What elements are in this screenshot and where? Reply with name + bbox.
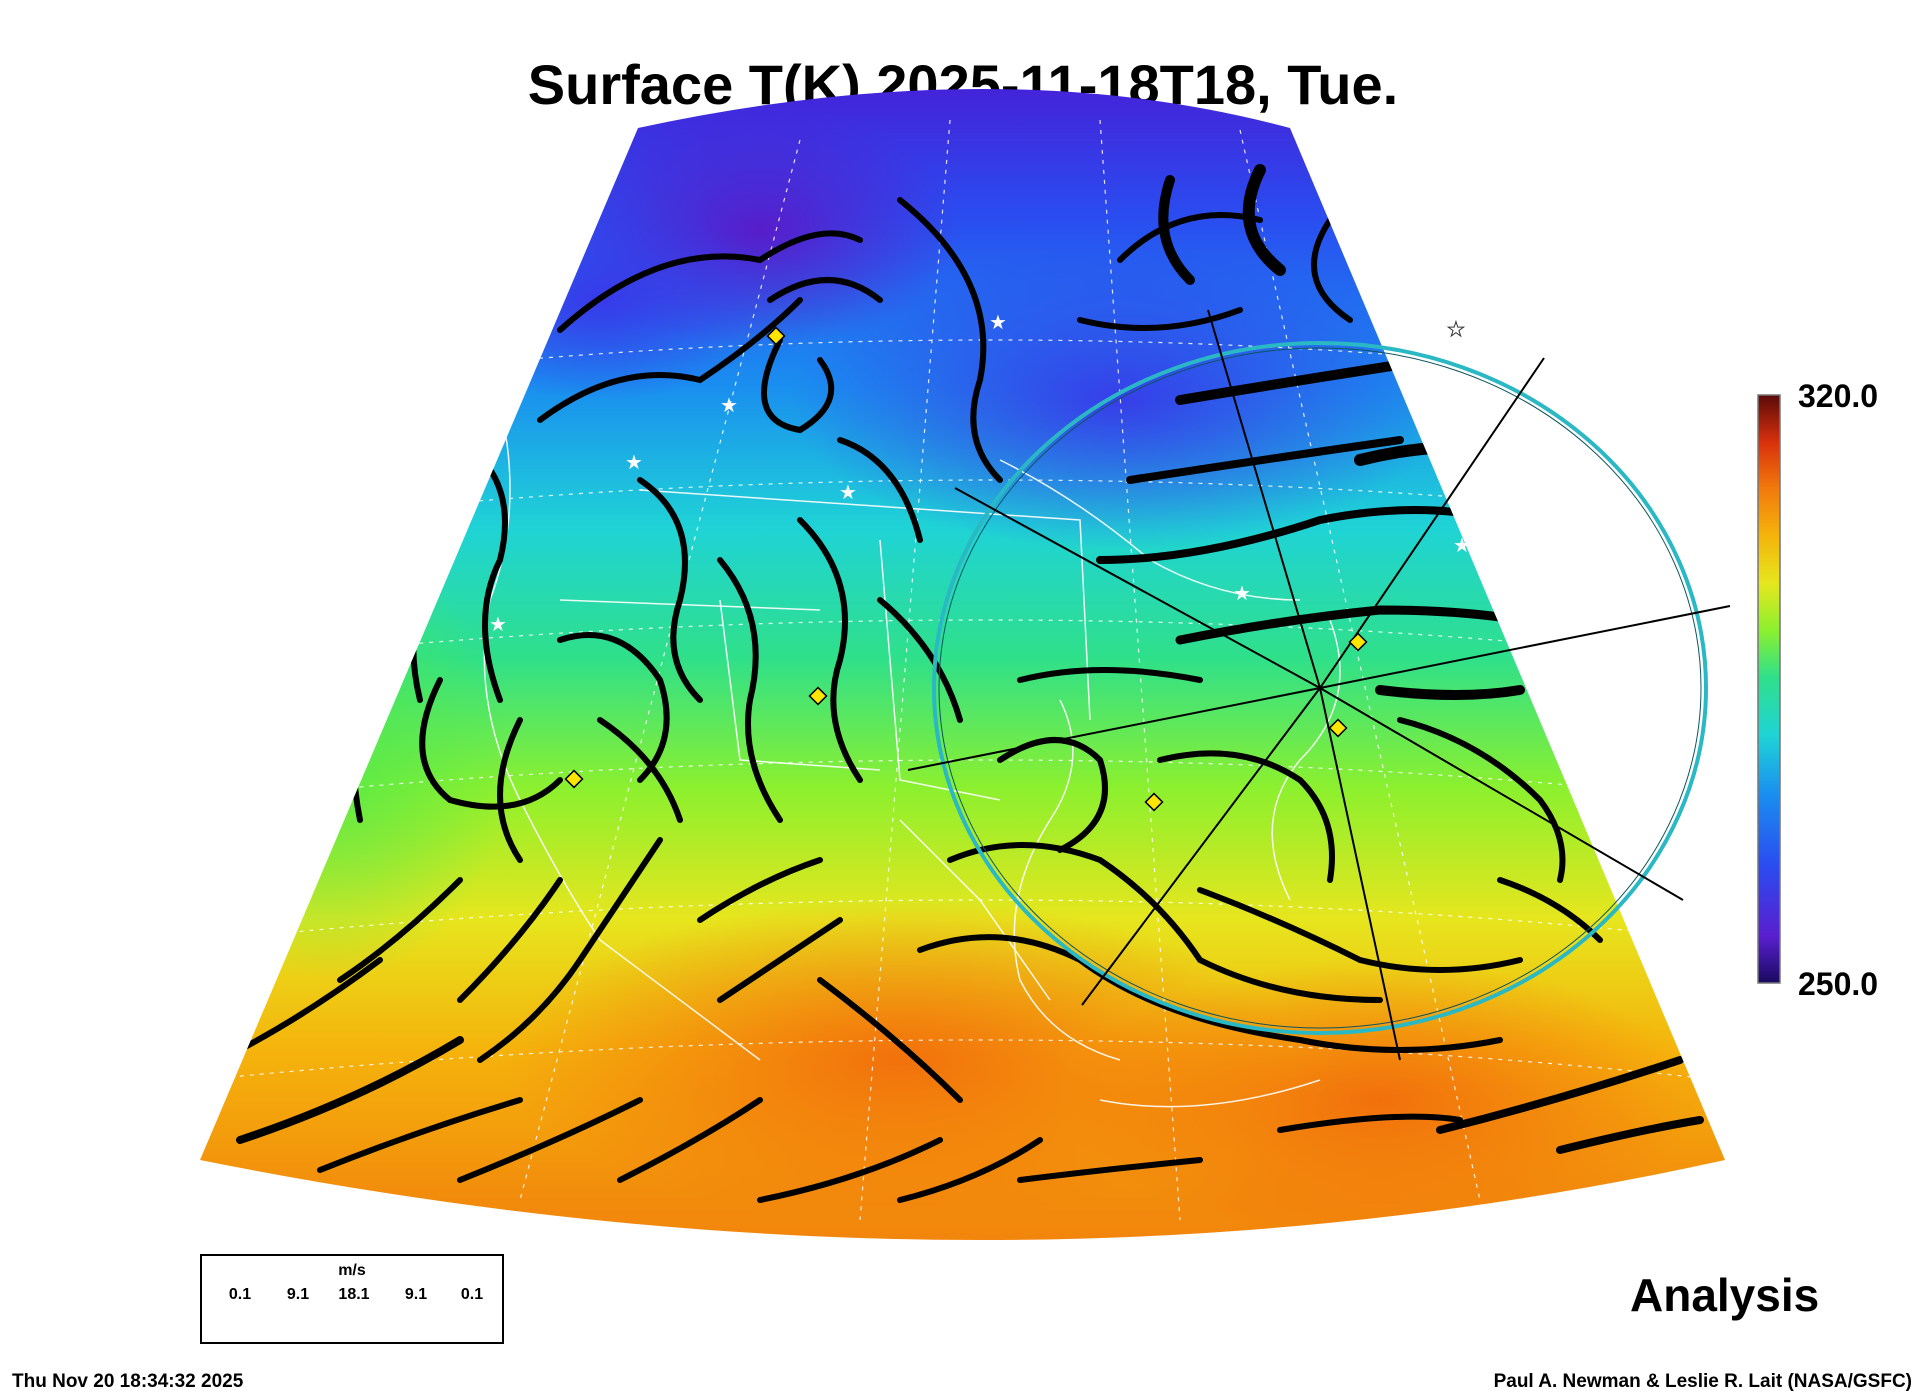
wind-legend-tick: 9.1: [286, 1286, 310, 1303]
coastlines: [483, 429, 1341, 1108]
star-marker[interactable]: ★: [489, 612, 507, 636]
star-markers: ★ ★ ★ ★ ★ ★ ★ ★: [489, 310, 1471, 636]
wind-legend-tick: 9.1: [404, 1286, 428, 1303]
range-radials: [907, 309, 1731, 1061]
diamond-marker[interactable]: [808, 686, 828, 706]
diamond-marker[interactable]: [1144, 792, 1164, 812]
star-marker[interactable]: ★: [989, 310, 1007, 334]
star-marker[interactable]: ★: [625, 450, 643, 474]
wind-legend-tick: 18.1: [338, 1286, 370, 1303]
colorbar-min-label: 250.0: [1798, 966, 1879, 1002]
colorbar: [1757, 394, 1781, 984]
diamond-marker[interactable]: [1348, 632, 1368, 652]
wind-legend-units: m/s: [338, 1262, 366, 1279]
colorbar-max-label: 320.0: [1798, 378, 1879, 414]
station-markers: [564, 326, 1368, 812]
wind-legend-tick: 0.1: [228, 1286, 252, 1303]
diamond-marker[interactable]: [1328, 718, 1348, 738]
diamond-marker[interactable]: [766, 326, 786, 346]
range-ring-overlay: [907, 309, 1731, 1061]
range-ring: [932, 341, 1708, 1035]
star-marker[interactable]: ★: [839, 480, 857, 504]
wind-legend-tick: 0.1: [460, 1286, 484, 1303]
diamond-marker[interactable]: [564, 769, 584, 789]
star-marker[interactable]: ★: [1447, 317, 1466, 342]
analysis-label: Analysis: [1630, 1269, 1820, 1321]
wind-legend: m/s 0.1 9.1 18.1 9.1 0.1: [200, 1254, 504, 1344]
star-marker[interactable]: ★: [1453, 533, 1471, 557]
footer-timestamp: Thu Nov 20 18:34:32 2025: [12, 1371, 244, 1392]
star-marker[interactable]: ★: [1233, 581, 1251, 605]
footer-credit: Paul A. Newman & Leslie R. Lait (NASA/GS…: [1493, 1371, 1912, 1392]
star-marker[interactable]: ★: [720, 393, 738, 417]
